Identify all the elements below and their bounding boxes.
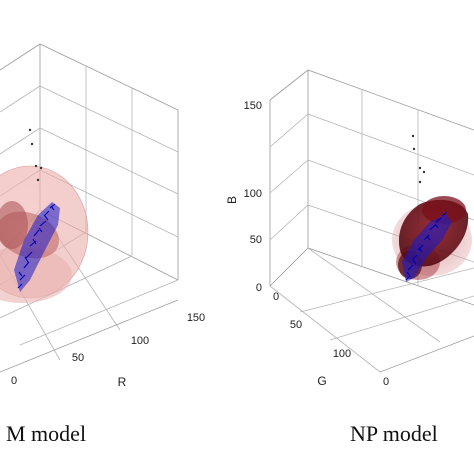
right-scatter-cluster <box>402 211 452 282</box>
left-caption: M model <box>6 421 86 446</box>
right-outlier-points <box>411 134 426 184</box>
left-plot: 0 50 100 150 R M model <box>0 43 205 446</box>
left-cluster-marks <box>17 203 56 289</box>
right-outlier-point <box>418 180 422 184</box>
right-x-tick: 100 <box>333 348 351 360</box>
right-z-tick: 50 <box>250 234 262 246</box>
left-outlier-point <box>36 178 40 182</box>
left-scatter-cluster <box>14 202 60 292</box>
left-outlier-point <box>30 142 34 146</box>
left-outlier-point <box>28 128 32 132</box>
left-inner-surface <box>0 201 28 249</box>
right-z-tick: 100 <box>244 188 262 200</box>
left-x-tick: 100 <box>131 335 149 347</box>
left-x-axis-label: R <box>118 375 127 389</box>
left-outlier-points <box>28 128 43 182</box>
left-x-tick: 150 <box>187 312 205 324</box>
right-z-tick: 0 <box>256 282 262 294</box>
left-cluster-band <box>14 202 60 292</box>
right-z-axis-label: B <box>225 196 239 204</box>
right-outlier-point <box>411 134 415 138</box>
left-x-axis: 0 50 100 150 R <box>11 312 205 389</box>
right-outlier-point <box>418 166 422 170</box>
right-x-tick: 0 <box>273 291 279 303</box>
right-caption: NP model <box>350 421 438 446</box>
right-z-axis: 0 50 100 150 B <box>225 100 262 294</box>
right-y-tick: 0 <box>383 376 389 388</box>
right-x-axis: 0 50 100 G <box>273 291 351 388</box>
right-top-lobe <box>422 196 466 224</box>
right-cluster-band <box>402 214 452 282</box>
right-x-axis-label: G <box>317 374 326 388</box>
left-x-tick: 50 <box>72 352 84 364</box>
right-outlier-point <box>422 170 426 174</box>
right-cluster-marks <box>405 211 448 281</box>
right-z-tick: 150 <box>244 100 262 112</box>
left-x-tick: 0 <box>11 375 17 387</box>
right-outlier-point <box>412 147 416 151</box>
right-x-tick: 50 <box>290 319 302 331</box>
left-outlier-point <box>39 166 43 170</box>
left-outlier-point <box>34 164 38 168</box>
right-plot: 0 50 100 150 B 0 50 100 G 0 NP model <box>225 69 474 446</box>
